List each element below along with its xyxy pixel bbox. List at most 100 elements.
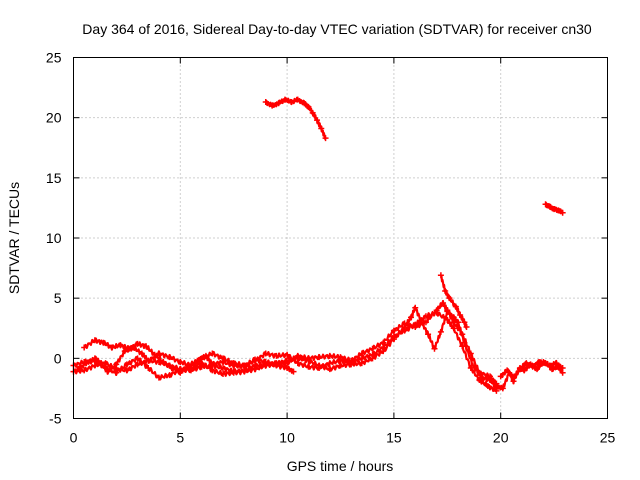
data-point — [459, 331, 466, 338]
data-point — [358, 360, 365, 367]
data-point — [487, 373, 494, 380]
data-point — [559, 369, 566, 376]
y-axis-label: SDTVAR / TECUs — [6, 182, 22, 294]
data-point — [521, 367, 528, 374]
data-point — [134, 340, 141, 347]
data-point — [123, 367, 130, 374]
data-point — [450, 319, 457, 326]
data-point — [123, 361, 130, 368]
data-point — [437, 328, 444, 335]
data-point — [98, 360, 105, 367]
data-point — [91, 337, 98, 344]
data-point — [166, 372, 173, 379]
data-point — [241, 368, 248, 375]
data-point — [281, 96, 288, 103]
data-point — [463, 324, 470, 331]
data-point — [510, 374, 517, 381]
data-point — [499, 385, 506, 392]
data-point — [548, 366, 555, 373]
data-point — [145, 357, 152, 364]
data-point — [380, 348, 387, 355]
data-point — [305, 355, 312, 362]
data-point — [155, 350, 162, 357]
data-point — [337, 362, 344, 369]
data-point — [442, 287, 449, 294]
data-point — [437, 272, 444, 279]
data-point — [273, 352, 280, 359]
chart-title: Day 364 of 2016, Sidereal Day-to-day VTE… — [82, 21, 592, 37]
data-point — [241, 362, 248, 369]
x-tick-label: 20 — [493, 430, 509, 446]
x-axis-label: GPS time / hours — [287, 458, 394, 474]
data-point — [262, 358, 269, 365]
x-tick-label: 15 — [386, 430, 402, 446]
ticks: 0 5 10 15 20 25 -5 0 5 10 15 20 25 — [46, 50, 616, 446]
data-point — [412, 324, 419, 331]
data-point — [422, 313, 429, 320]
data-point — [431, 345, 438, 352]
data-point — [230, 369, 237, 376]
data-point — [459, 343, 466, 350]
data-point — [288, 99, 295, 106]
data-point — [81, 367, 88, 374]
data-point — [450, 325, 457, 332]
data-point — [252, 356, 259, 363]
data-point — [401, 320, 408, 327]
data-point — [446, 295, 453, 302]
data-point — [412, 304, 419, 311]
data-point — [461, 319, 468, 326]
data-point — [422, 319, 429, 326]
y-tick-label: 10 — [46, 230, 62, 246]
data-point — [369, 355, 376, 362]
data-point — [262, 350, 269, 357]
data-point — [476, 369, 483, 376]
data-point — [134, 361, 141, 368]
data-point — [534, 366, 541, 373]
data-point — [452, 303, 459, 310]
data-point — [433, 307, 440, 314]
data-point — [467, 350, 474, 357]
data-point — [316, 362, 323, 369]
data-point — [83, 360, 90, 367]
data-point — [269, 102, 276, 109]
data-point — [555, 207, 562, 214]
data-point — [134, 355, 141, 362]
x-tick-label: 5 — [176, 430, 184, 446]
data-point — [81, 344, 88, 351]
x-tick-label: 10 — [279, 430, 295, 446]
data-point — [348, 357, 355, 364]
series-layer — [70, 96, 566, 394]
data-point — [187, 362, 194, 369]
y-tick-label: 15 — [46, 170, 62, 186]
data-point — [559, 209, 566, 216]
x-tick-label: 0 — [70, 430, 78, 446]
data-point — [284, 360, 291, 367]
y-tick-label: -5 — [49, 411, 62, 427]
data-point — [326, 360, 333, 367]
data-point — [546, 203, 553, 210]
data-point — [380, 339, 387, 346]
data-point — [316, 354, 323, 361]
series-track-3 — [72, 305, 498, 389]
data-point — [294, 352, 301, 359]
y-tick-label: 5 — [54, 290, 62, 306]
data-point — [326, 366, 333, 373]
y-tick-label: 20 — [46, 110, 62, 126]
data-point — [425, 331, 432, 338]
data-point — [484, 383, 491, 390]
data-point — [322, 135, 329, 142]
data-point — [407, 314, 414, 321]
data-point — [551, 206, 558, 213]
data-point — [390, 336, 397, 343]
data-point — [166, 362, 173, 369]
data-point — [117, 342, 124, 349]
data-point — [113, 361, 120, 368]
data-point — [305, 363, 312, 370]
data-point — [542, 201, 549, 208]
data-point — [504, 367, 511, 374]
data-point — [555, 363, 562, 370]
data-point — [143, 343, 150, 350]
data-point — [220, 355, 227, 362]
data-point — [252, 366, 259, 373]
